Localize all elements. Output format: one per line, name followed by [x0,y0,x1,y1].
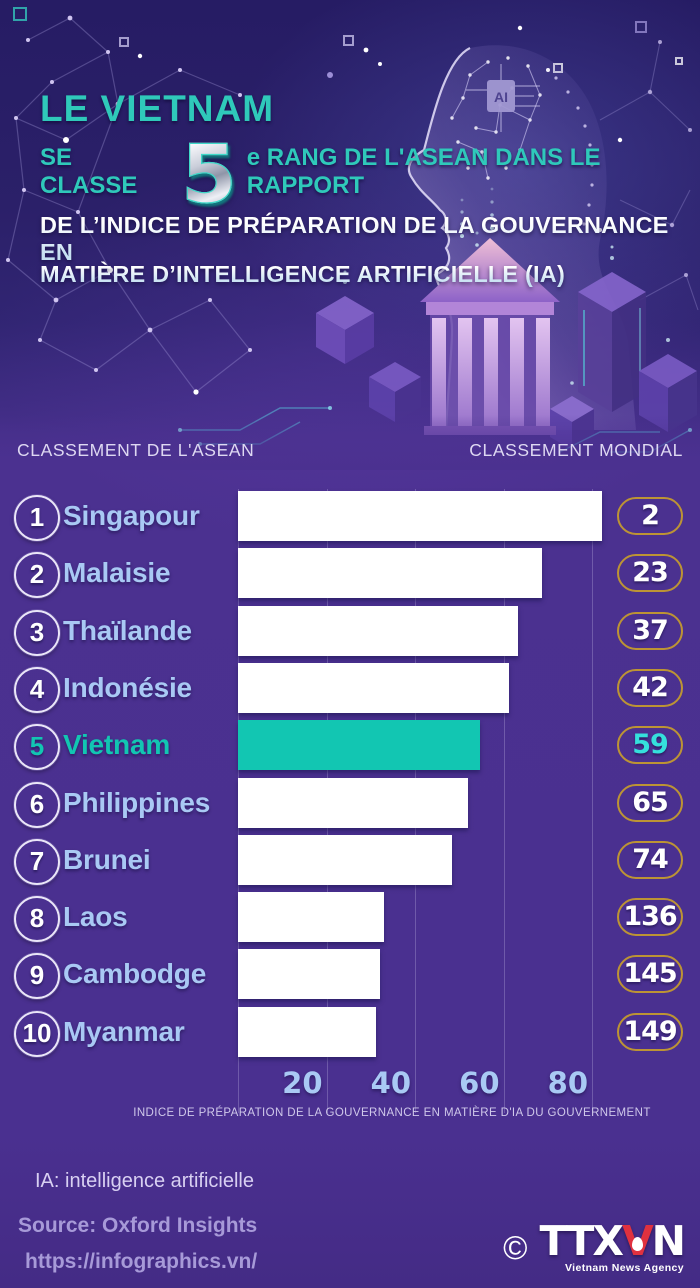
country-label: Indonésie [63,671,192,703]
x-axis-label: INDICE DE PRÉPARATION DE LA GOUVERNANCE … [133,1107,651,1119]
x-tick-label: 80 [547,1066,588,1100]
country-row: 3 Thaïlande 37 [0,605,700,656]
country-row: 10 Myanmar 149 [0,1006,700,1057]
asean-rank-badge: 10 [14,1010,60,1057]
country-label: Laos [63,901,128,933]
country-label: Malaisie [63,557,171,589]
score-bar [238,662,509,713]
asean-rank-badge: 2 [14,552,60,599]
score-bar [238,949,381,1000]
asean-rank-badge: 8 [14,896,60,943]
pixel-squares [13,7,683,73]
country-label: Thaïlande [63,614,192,646]
header-illustration: AI [0,7,700,470]
big-rank-number: 5 [180,128,237,221]
world-rank-pill: 149 [617,1012,683,1051]
score-bar [238,892,385,943]
scene-fade [0,415,700,470]
country-row: 8 Laos 136 [0,892,700,943]
score-bar [238,720,481,771]
x-tick-label: 60 [459,1066,500,1100]
country-row: 1 Singapour 2 [0,491,700,541]
world-rank-pill: 42 [617,668,683,707]
world-rank-pill: 74 [617,840,683,879]
gridline [503,489,505,1113]
temple-building-icon [420,187,560,435]
headline-line4: MATIÈRE D’INTELLIGENCE ARTIFICIELLE (IA) [40,261,565,287]
page-title: LE VIETNAM [40,88,275,129]
score-bar [238,1006,377,1057]
world-rank-pill: 2 [617,497,683,535]
score-bar [238,834,452,885]
country-row: 9 Cambodge 145 [0,949,700,1000]
headline-suffix: e RANG DE L'ASEAN DANS LE RAPPORT [246,144,601,199]
country-label: Vietnam [63,729,171,761]
country-row: 2 Malaisie 23 [0,548,700,599]
world-rank-pill: 23 [617,554,683,593]
logo-subtitle: Vietnam News Agency [564,1261,684,1274]
network-nodes-right [647,40,692,277]
country-label: Myanmar [63,1015,185,1047]
asean-rank-badge: 6 [14,781,60,828]
section-labels: CLASSEMENT DE L'ASEAN CLASSEMENT MONDIAL [0,440,700,461]
gridline [592,489,593,1113]
abbreviation-note: IA: intelligence artificielle [35,1170,254,1192]
country-label: Cambodge [63,958,207,990]
asean-rank-badge: 5 [14,724,60,771]
ttxvn-wordmark: TTXVN [539,1217,686,1265]
asean-rank-badge: 7 [14,838,60,885]
country-label: Singapour [63,500,200,531]
headline-line3: DE L’INDICE DE PRÉPARATION DE LA GOUVERN… [40,212,700,266]
logo-v-red: V [622,1217,654,1265]
score-bar [238,605,518,656]
country-row: 6 Philippines 65 [0,777,700,828]
country-label: Philippines [63,786,211,818]
copyright-icon: © [503,1229,528,1267]
ttxvn-logo: © TTXVN Vietnam News Agency [503,1217,686,1274]
asean-rank-badge: 3 [14,609,60,656]
world-ranking-label: CLASSEMENT MONDIAL [469,440,683,460]
asean-rank-badge: 1 [14,495,60,541]
world-rank-pill: 145 [617,955,683,994]
country-row: 7 Brunei 74 [0,834,700,885]
country-label: Brunei [63,843,151,875]
svg-text:AI: AI [494,89,508,105]
x-tick-label: 40 [370,1066,411,1100]
world-rank-pill: 136 [617,898,683,937]
score-bar [238,548,542,599]
ai-chip-icon: AI [466,64,540,132]
score-bar [238,491,603,541]
dove-emblem-icon [631,1237,643,1252]
world-rank-pill: 59 [617,726,683,765]
infographics-url-link[interactable]: https://infographics.vn/ [25,1250,258,1273]
x-tick-label: 20 [282,1066,323,1100]
headline-rank-line: SE CLASSE 5 e RANG DE L'ASEAN DANS LE RA… [40,128,700,221]
world-rank-pill: 37 [617,611,683,650]
country-row: 4 Indonésie 42 [0,662,700,713]
world-rank-pill: 65 [617,783,683,822]
headline-prefix: SE CLASSE [40,144,138,199]
constellation-nodes [6,15,333,395]
asean-rank-badge: 4 [14,666,60,713]
asean-ranking-label: CLASSEMENT DE L'ASEAN [17,440,255,460]
asean-rank-badge: 9 [14,953,60,1000]
score-bar [238,777,469,828]
country-row: 5 Vietnam 59 [0,720,700,771]
source-credit: Source: Oxford Insights [18,1214,258,1237]
